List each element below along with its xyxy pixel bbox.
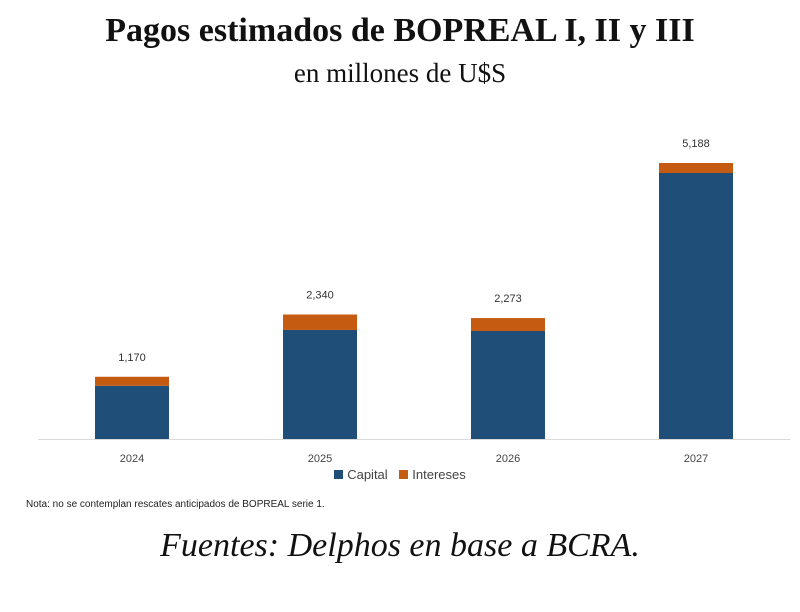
total-label-2026: 2,273 bbox=[494, 293, 522, 305]
bar-intereses-2026 bbox=[471, 318, 545, 332]
bar-intereses-2024 bbox=[95, 376, 169, 386]
total-label-2024: 1,170 bbox=[118, 352, 146, 364]
legend-label-intereses: Intereses bbox=[412, 467, 466, 482]
footnote: Nota: no se contemplan rescates anticipa… bbox=[26, 499, 325, 510]
x-tick-label-2026: 2026 bbox=[496, 453, 520, 465]
chart-subtitle: en millones de U$S bbox=[293, 58, 507, 88]
legend-swatch-intereses bbox=[399, 470, 409, 479]
bar-capital-2024 bbox=[95, 385, 169, 439]
bar-intereses-2025 bbox=[283, 314, 357, 330]
total-label-2027: 5,188 bbox=[682, 138, 710, 150]
x-tick-label-2027: 2027 bbox=[684, 453, 708, 465]
source-caption: Fuentes: Delphos en base a BCRA. bbox=[160, 527, 640, 564]
legend-item-intereses: Intereses bbox=[399, 467, 466, 482]
bar-capital-2026 bbox=[471, 331, 545, 439]
x-tick-label-2025: 2025 bbox=[308, 453, 332, 465]
total-label-2025: 2,340 bbox=[306, 290, 334, 302]
bar-capital-2027 bbox=[659, 173, 733, 440]
bar-intereses-2027 bbox=[659, 163, 733, 174]
legend: Capital Intereses bbox=[0, 467, 800, 482]
legend-label-capital: Capital bbox=[347, 467, 388, 482]
x-tick-label-2024: 2024 bbox=[120, 453, 144, 465]
legend-item-capital: Capital bbox=[334, 467, 388, 482]
chart-title: Pagos estimados de BOPREAL I, II y III bbox=[105, 12, 695, 49]
legend-swatch-capital bbox=[334, 470, 344, 479]
bar-capital-2025 bbox=[283, 329, 357, 439]
